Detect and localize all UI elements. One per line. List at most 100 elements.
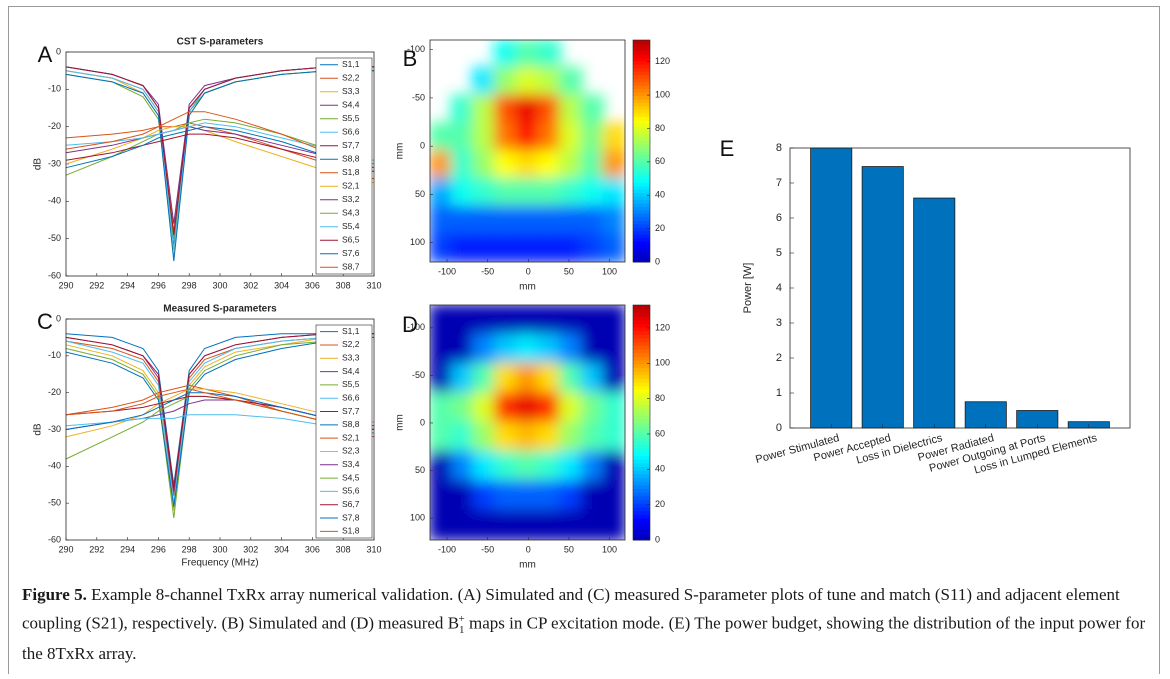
heatmap-cell	[581, 363, 605, 394]
colorbar-step	[633, 316, 650, 320]
y-tick-label: -10	[48, 84, 61, 94]
x-tick-label: 302	[243, 544, 258, 554]
heatmap-cell	[602, 480, 626, 511]
x-axis-label: mm	[519, 560, 536, 571]
y-tick-label: 0	[56, 313, 61, 323]
y-tick-label: -30	[48, 158, 61, 168]
heatmap-cell	[559, 422, 583, 453]
chart-title: Measured S-parameters	[163, 304, 277, 315]
colorbar-step	[633, 50, 650, 54]
heatmap-cell	[451, 178, 475, 208]
colorbar-step	[633, 96, 650, 100]
caption-label: Figure 5.	[22, 585, 87, 604]
colorbar-step	[633, 158, 650, 162]
colorbar-step	[633, 522, 650, 526]
heatmap-cell	[516, 233, 540, 263]
colorbar-step	[633, 255, 650, 259]
colorbar-step	[633, 82, 650, 86]
heatmap-cell	[537, 510, 561, 541]
heatmap-cell	[559, 206, 583, 236]
panel-label: E	[720, 136, 735, 161]
heatmap-cell	[494, 95, 518, 125]
x-axis-label: mm	[519, 282, 536, 293]
panel: 290292294296298300302304306308310-60-50-…	[33, 37, 382, 291]
colorbar-step	[633, 426, 650, 430]
heatmap-cell	[602, 392, 626, 423]
heatmap-cell	[472, 95, 496, 125]
colorbar-step	[633, 492, 650, 496]
heatmap-cell	[451, 206, 475, 236]
colorbar-step	[633, 102, 650, 106]
heatmap-cell	[451, 451, 475, 482]
chart-title: CST S-parameters	[177, 37, 264, 48]
colorbar-tick-label: 20	[655, 223, 665, 233]
heatmap-cell	[472, 422, 496, 453]
legend-label: S5,5	[342, 113, 360, 123]
legend-label: S4,3	[342, 208, 360, 218]
colorbar-step	[633, 445, 650, 449]
heatmap-cell	[494, 39, 518, 69]
x-tick-label: 290	[58, 280, 73, 290]
heatmap-cell	[472, 392, 496, 423]
x-tick-label: 294	[120, 280, 135, 290]
x-tick-label: 304	[274, 544, 289, 554]
heatmap-cell	[581, 451, 605, 482]
caption-symbol: B1+	[448, 607, 465, 642]
x-tick-label: 0	[526, 266, 531, 276]
legend: S1,1S2,2S3,3S4,4S5,5S6,6S7,7S8,8S1,8S2,1…	[316, 58, 372, 274]
colorbar-step	[633, 130, 650, 134]
heatmap-cell	[581, 392, 605, 423]
y-tick-label: 1	[776, 387, 782, 399]
y-axis-label: mm	[395, 414, 406, 431]
y-tick-label: 5	[776, 247, 782, 259]
colorbar-step	[633, 360, 650, 364]
heatmap-cell	[559, 122, 583, 152]
colorbar-step	[633, 371, 650, 375]
heatmap-cell	[516, 333, 540, 364]
heatmap-cell	[537, 304, 561, 335]
heatmap-cell	[516, 67, 540, 97]
heatmap-cell	[537, 122, 561, 152]
heatmap-cell	[472, 480, 496, 511]
legend: S1,1S2,2S3,3S4,4S5,5S6,6S7,7S8,8S2,1S2,3…	[316, 325, 372, 538]
heatmap-cell	[429, 510, 453, 541]
y-axis-label: mm	[395, 143, 406, 160]
colorbar-step	[633, 189, 650, 193]
colorbar-step	[633, 489, 650, 493]
x-tick-label: -50	[481, 544, 494, 554]
heatmap-cell	[581, 95, 605, 125]
colorbar-step	[633, 196, 650, 200]
colorbar-step	[633, 518, 650, 522]
heatmap-cell	[516, 304, 540, 335]
heatmap-cell	[494, 233, 518, 263]
heatmap-cell	[516, 451, 540, 482]
legend-label: S6,5	[342, 235, 360, 245]
heatmap-smooth	[429, 304, 626, 541]
y-tick-label: -30	[48, 424, 61, 434]
colorbar-tick-label: 100	[655, 358, 670, 368]
heatmap-cell	[516, 95, 540, 125]
y-tick-label: -50	[48, 498, 61, 508]
colorbar-tick-label: 20	[655, 499, 665, 509]
colorbar-tick-label: 60	[655, 156, 665, 166]
colorbar-step	[633, 123, 650, 127]
heatmap-cell	[537, 233, 561, 263]
colorbar-step	[633, 134, 650, 138]
colorbar-step	[633, 234, 650, 238]
heatmap-cell	[494, 206, 518, 236]
heatmap-cell	[429, 206, 453, 236]
legend-label: S1,8	[342, 526, 360, 536]
colorbar: 020406080100120	[633, 40, 670, 266]
heatmap-cell	[451, 304, 475, 335]
heatmap-cell	[494, 480, 518, 511]
colorbar-step	[633, 227, 650, 231]
heatmap-cell	[429, 422, 453, 453]
bar	[811, 148, 852, 428]
y-tick-label: 0	[776, 422, 782, 434]
heatmap-cell	[602, 150, 626, 180]
heatmap-cell	[451, 422, 475, 453]
heatmap-cell	[537, 422, 561, 453]
bar	[862, 167, 903, 428]
colorbar-step	[633, 141, 650, 145]
heatmap-cell	[537, 451, 561, 482]
